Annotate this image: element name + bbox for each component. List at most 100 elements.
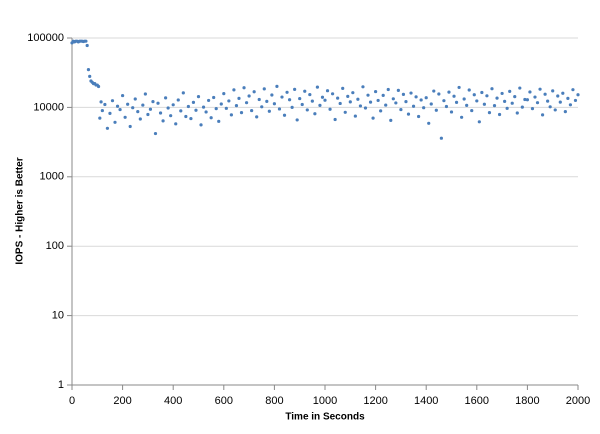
point (561, 91, 565, 95)
point (457, 85, 461, 90)
point (323, 98, 327, 102)
point (363, 106, 368, 110)
point (293, 87, 297, 91)
point (96, 84, 101, 89)
point (214, 107, 218, 111)
point (568, 103, 573, 107)
point (492, 104, 497, 108)
point (447, 90, 451, 94)
point (131, 106, 135, 110)
point (234, 104, 239, 108)
point (505, 106, 509, 110)
point (201, 105, 206, 109)
point (138, 117, 142, 121)
point (525, 98, 530, 102)
y-tick-label: 100 (46, 240, 64, 252)
point (100, 108, 104, 113)
x-tick-label: 1800 (515, 395, 539, 407)
point (126, 102, 130, 106)
point (320, 95, 325, 99)
point (171, 103, 175, 107)
point (108, 111, 112, 115)
point (325, 89, 330, 93)
point (305, 108, 309, 112)
point (88, 74, 92, 78)
point (204, 110, 208, 114)
point (530, 107, 535, 111)
point (164, 96, 168, 100)
point (166, 106, 170, 110)
point (212, 95, 216, 100)
point (176, 98, 180, 102)
point (528, 90, 532, 94)
point (419, 98, 423, 102)
point (191, 100, 196, 105)
point (553, 108, 557, 112)
point (341, 86, 345, 90)
point (242, 86, 246, 90)
x-tick-label: 400 (164, 395, 182, 407)
point (566, 96, 570, 100)
point (422, 106, 426, 110)
point (503, 99, 507, 104)
point (148, 107, 153, 111)
point (184, 114, 188, 119)
point (497, 112, 502, 117)
point (442, 99, 446, 103)
x-tick-label: 800 (265, 395, 283, 407)
x-tick-label: 0 (69, 395, 75, 407)
point (110, 99, 115, 103)
point (98, 116, 102, 120)
point (571, 88, 575, 92)
point (485, 94, 489, 98)
point (477, 120, 481, 124)
point (161, 119, 165, 123)
point (533, 95, 537, 99)
point (313, 112, 317, 116)
point (366, 93, 370, 97)
point (480, 90, 484, 95)
point (470, 108, 474, 113)
point (414, 95, 418, 99)
point (285, 90, 289, 94)
point (275, 84, 279, 88)
point (250, 108, 254, 113)
y-tick-label: 1 (58, 379, 64, 391)
x-tick-label: 1200 (363, 395, 387, 407)
point (543, 92, 547, 96)
point (103, 102, 107, 107)
point (551, 89, 555, 93)
point (300, 102, 304, 107)
point (277, 107, 282, 111)
point (118, 107, 122, 112)
x-axis-title: Time in Seconds (285, 412, 365, 423)
point (257, 97, 261, 102)
point (411, 104, 416, 108)
point (224, 106, 228, 110)
point (217, 119, 221, 123)
point (343, 110, 347, 114)
point (219, 102, 223, 106)
point (348, 100, 352, 104)
x-tick-label: 2000 (566, 395, 590, 407)
point (199, 123, 203, 127)
point (573, 98, 578, 103)
point (401, 92, 406, 96)
point (535, 101, 540, 105)
point (318, 103, 322, 107)
point (424, 96, 428, 100)
point (374, 89, 378, 94)
point (376, 98, 380, 103)
point (381, 93, 385, 97)
point (207, 98, 211, 103)
x-tick-label: 1600 (465, 395, 489, 407)
point (409, 91, 413, 95)
point (429, 102, 433, 106)
point (244, 101, 249, 105)
point (153, 131, 158, 136)
point (490, 87, 494, 91)
point (465, 103, 469, 107)
point (237, 96, 241, 100)
point (487, 111, 492, 115)
point (495, 96, 499, 100)
